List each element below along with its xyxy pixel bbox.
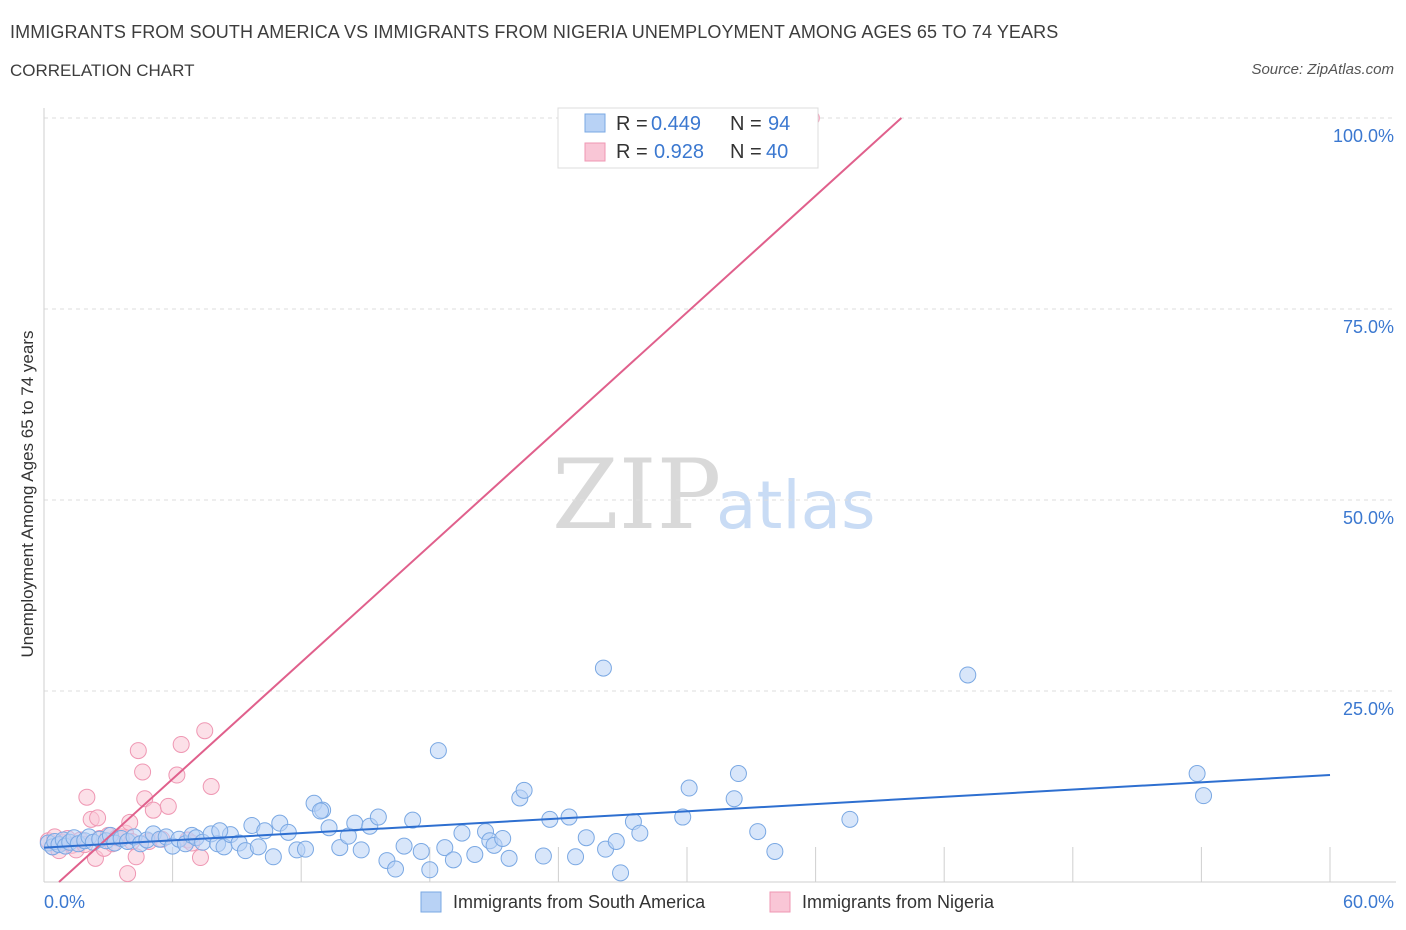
stats-n-value-south-america: 94 [768,113,790,135]
legend-label-south-america: Immigrants from South America [453,892,706,912]
stats-n-label-south-america: N = [730,113,762,135]
data-point-south-america [264,848,282,866]
legend-label-nigeria: Immigrants from Nigeria [802,892,995,912]
data-point-south-america [567,848,585,866]
stats-n-label-nigeria: N = [730,141,762,163]
data-point-south-america [387,860,405,878]
data-point-south-america [494,829,512,847]
y-tick-label: 25.0% [1343,699,1394,719]
data-point-nigeria [144,801,162,819]
stats-swatch-south-america [584,113,606,133]
data-point-south-america [729,765,747,783]
legend-swatch-nigeria [769,891,791,913]
data-point-south-america [577,829,595,847]
data-point-south-america [412,842,430,860]
x-tick-label-min: 0.0% [44,892,85,912]
legend: Immigrants from South America Immigrants… [420,891,995,913]
data-point-nigeria [78,788,96,806]
data-point-nigeria [119,865,137,883]
watermark-atlas: atlas [716,467,876,544]
stats-box: R = 0.449 N = 94 R = 0.928 N = 40 [557,107,819,169]
data-point-south-america [352,841,370,859]
data-point-south-america [466,845,484,863]
x-ticks [43,847,1331,882]
legend-swatch-south-america [420,891,442,913]
data-point-south-america [404,811,422,829]
y-tick-labels: 25.0% 50.0% 75.0% 100.0% [1333,126,1394,719]
data-point-nigeria [134,763,152,781]
data-point-nigeria [129,742,147,760]
data-point-nigeria [196,722,214,740]
data-point-south-america [436,839,454,857]
stats-n-value-nigeria: 40 [766,141,788,163]
data-point-south-america [279,823,297,841]
data-point-south-america [515,781,533,799]
data-point-south-america [296,840,314,858]
trend-lines [43,117,1331,883]
trend-line-south-america [43,774,1331,849]
data-point-south-america [421,861,439,879]
data-point-nigeria [202,778,220,795]
data-point-south-america [211,822,229,840]
gridlines [44,117,1396,692]
data-point-south-america [395,837,413,855]
data-point-south-america [369,808,387,826]
data-point-south-america [612,864,630,882]
data-point-south-america [680,779,698,797]
y-axis-title: Unemployment Among Ages 65 to 74 years [18,331,37,658]
trend-line-nigeria [58,117,903,883]
data-point-south-america [453,824,471,842]
data-point-south-america [429,742,447,760]
data-point-south-america [331,839,349,857]
stats-r-label-south-america: R = [616,113,648,135]
y-tick-label: 100.0% [1333,126,1394,146]
watermark-zip: ZIP [552,439,721,551]
data-point-south-america [444,851,462,869]
data-point-south-america [725,790,743,808]
stats-r-value-nigeria: 0.928 [654,141,704,163]
data-point-south-america [749,823,767,841]
y-tick-label: 75.0% [1343,317,1394,337]
y-tick-label: 50.0% [1343,508,1394,528]
data-point-south-america [674,808,692,826]
data-point-south-america [249,838,267,856]
data-point-nigeria [159,797,177,815]
data-point-south-america [766,842,784,860]
stats-r-value-south-america: 0.449 [651,113,701,135]
data-point-south-america [1188,765,1206,783]
stats-swatch-nigeria [584,142,606,162]
chart-subtitle: CORRELATION CHART [10,61,195,80]
data-point-south-america [631,824,649,842]
data-point-south-america [534,847,552,865]
data-point-south-america [311,802,329,820]
data-point-nigeria [172,735,190,753]
data-point-south-america [607,833,625,851]
data-point-nigeria [191,849,209,867]
data-point-nigeria [136,790,154,808]
source-credit: Source: ZipAtlas.com [1251,61,1394,78]
data-point-south-america [1195,787,1213,805]
chart-title: IMMIGRANTS FROM SOUTH AMERICA VS IMMIGRA… [10,22,1059,42]
data-point-south-america [500,849,518,867]
data-point-south-america [320,819,338,837]
data-point-nigeria [89,809,107,827]
data-point-south-america [841,810,859,828]
series-south-america-points [39,659,1213,882]
data-point-south-america [594,659,612,677]
x-tick-label-max: 60.0% [1343,892,1394,912]
data-point-south-america [959,666,977,684]
stats-r-label-nigeria: R = [616,141,648,163]
axes [43,108,1396,883]
